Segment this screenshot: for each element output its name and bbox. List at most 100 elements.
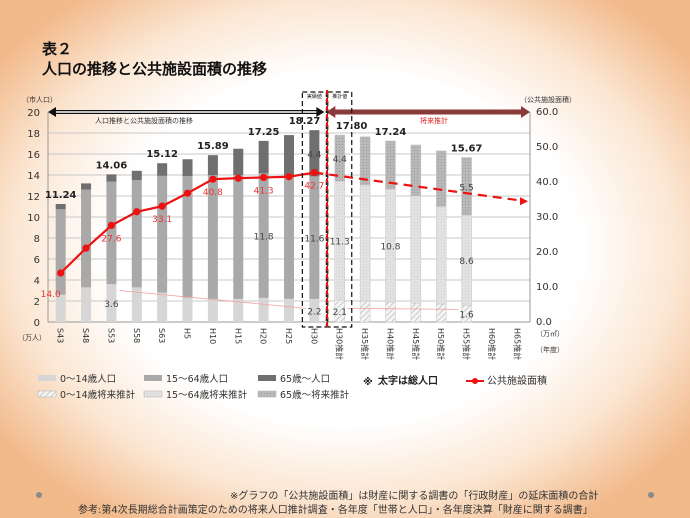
- bar-segment: [359, 136, 371, 186]
- legend-label: 0～14歳人口: [60, 373, 116, 385]
- facility-area-point: [183, 189, 192, 197]
- segment-label: 4.4: [307, 150, 322, 160]
- bar-segment: [106, 181, 117, 285]
- facility-area-label: 40.8: [203, 188, 223, 198]
- bar-segment: [207, 298, 218, 322]
- facility-area-point: [107, 221, 116, 229]
- legend-line-label: 公共施設面積: [487, 374, 547, 387]
- x-tick-label: H35推計: [360, 328, 370, 360]
- bar-segment: [233, 148, 244, 175]
- total-label: 14.06: [96, 160, 128, 171]
- bar-segment: [309, 176, 320, 299]
- estimate-box-label: 推計値: [332, 93, 347, 100]
- bar-segment: [385, 140, 396, 190]
- segment-label: 11.6: [304, 235, 324, 245]
- x-tick-label: S48: [81, 328, 90, 343]
- bar-segment: [157, 175, 168, 293]
- right-tick-label: 60.0: [536, 107, 558, 118]
- segment-label: 1.6: [459, 311, 474, 321]
- bar-segment: [182, 176, 193, 298]
- bar-segment: [55, 294, 66, 322]
- legend-swatch: [257, 390, 277, 398]
- facility-area-label: 14.0: [41, 290, 61, 300]
- forecast-arrowhead-icon: [520, 197, 528, 206]
- facility-area-point: [158, 202, 166, 210]
- x-tick-label: H30推計: [335, 328, 345, 360]
- bar-segment: [131, 287, 142, 322]
- estimate-value-box: [327, 91, 353, 328]
- bar-segment: [81, 287, 92, 322]
- young-forecast-trend-arrow: [347, 307, 459, 310]
- bar-segment: [359, 184, 371, 302]
- bar-segment: [233, 298, 244, 322]
- x-tick-label: S63: [157, 328, 166, 343]
- bar-segment: [284, 176, 294, 299]
- segment-label: 11.8: [254, 233, 274, 243]
- bar-segment: [309, 298, 320, 322]
- bar-segment: [435, 303, 447, 323]
- past-period-label: 人口推移と公共施設面積の推移: [95, 116, 193, 125]
- bar-segment: [284, 135, 294, 177]
- note-source: 参考:第4次長期総合計画策定のための将来人口推計調査・各年度「世帯と人口」・各年…: [78, 505, 593, 516]
- x-tick-label: H15: [233, 328, 242, 344]
- bar-segment: [258, 173, 269, 298]
- right-bottom-unit: （万㎡）: [536, 330, 564, 338]
- x-tick-label: S58: [132, 328, 141, 343]
- facility-area-point: [260, 173, 268, 182]
- right-tick-label: 50.0: [536, 142, 558, 153]
- facility-area-label: 27.6: [101, 234, 121, 244]
- left-tick-label: 14: [27, 171, 40, 182]
- bar-segment: [131, 180, 142, 288]
- bold-note-mark: ※: [363, 376, 373, 388]
- bar-segment: [410, 195, 422, 304]
- bar-segment: [207, 155, 218, 176]
- facility-area-point: [82, 244, 90, 252]
- x-tick-label: S43: [56, 328, 65, 343]
- bar-segment: [55, 209, 66, 295]
- total-label: 15.89: [197, 141, 229, 152]
- table-number: 表２: [42, 40, 73, 58]
- bar-segment: [233, 175, 244, 299]
- left-tick-label: 12: [27, 192, 40, 203]
- right-tick-label: 20.0: [536, 247, 558, 258]
- x-tick-label: H30: [309, 328, 318, 344]
- actual-value-box: [301, 91, 327, 328]
- future-period-label: 将来推計: [420, 116, 448, 125]
- note-facility-area: ※グラフの「公共施設面積」は財産に関する調書の「行政財産」の延床面積の合計: [230, 491, 599, 502]
- segment-label: 10.8: [380, 243, 400, 253]
- bar-segment: [410, 144, 422, 197]
- total-label: 17.24: [375, 127, 407, 138]
- bar-segment: [81, 183, 92, 190]
- total-label: 17.25: [248, 127, 280, 138]
- left-tick-label: 4: [34, 276, 40, 287]
- bar-segment: [81, 189, 92, 288]
- bar-segment: [309, 130, 320, 177]
- right-tick-label: 30.0: [536, 212, 558, 223]
- legend-swatch: [144, 375, 162, 381]
- left-tick-label: 20: [27, 108, 40, 119]
- total-label: 18.27: [289, 116, 321, 127]
- segment-label: 11.3: [330, 238, 350, 248]
- left-tick-label: 10: [27, 213, 40, 224]
- bar-segment: [157, 163, 168, 176]
- bar-segment: [207, 175, 218, 299]
- x-tick-label: H65推計: [512, 328, 522, 360]
- bar-segment: [461, 157, 472, 216]
- legend-swatch: [38, 375, 56, 381]
- segment-label: 5.5: [459, 183, 473, 193]
- facility-area-point: [133, 208, 141, 216]
- facility-area-label: 41.3: [254, 186, 274, 196]
- bar-segment: [182, 297, 193, 322]
- total-label: 15.12: [146, 149, 178, 160]
- bar-segment: [131, 170, 142, 181]
- segment-label: 8.6: [459, 257, 474, 267]
- bullet-dot: [36, 492, 42, 498]
- legend-swatch: [37, 390, 57, 398]
- bar-segment: [385, 301, 396, 323]
- left-tick-label: 18: [27, 129, 40, 140]
- right-axis-unit: （公共施設面積）: [520, 95, 576, 104]
- x-axis-unit: （年度）: [536, 345, 564, 354]
- left-tick-label: 8: [34, 234, 40, 245]
- page-title: 人口の推移と公共施設面積の推移: [42, 60, 268, 78]
